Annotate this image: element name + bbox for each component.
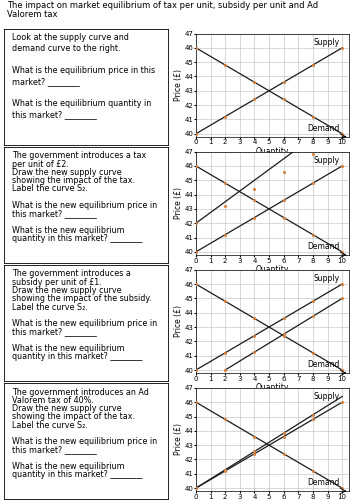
Text: What is the new equilibrium price in: What is the new equilibrium price in [12,437,157,446]
Text: Demand: Demand [307,124,339,133]
Text: Label the curve S₂.: Label the curve S₂. [12,420,88,430]
X-axis label: Quantity: Quantity [256,147,289,156]
Text: What is the equilibrium price in this: What is the equilibrium price in this [12,66,155,76]
Text: Supply: Supply [313,274,339,283]
Text: Supply: Supply [313,38,339,46]
Text: this market? ________: this market? ________ [12,110,96,120]
Text: showing the impact of the subsidy.: showing the impact of the subsidy. [12,294,151,303]
Text: quantity in this market? ________: quantity in this market? ________ [12,352,142,361]
Text: this market? ________: this market? ________ [12,209,96,218]
Text: Valorem tax: Valorem tax [7,10,58,19]
X-axis label: Quantity: Quantity [256,265,289,274]
Text: What is the new equilibrium price in: What is the new equilibrium price in [12,201,157,210]
Text: What is the new equilibrium price in: What is the new equilibrium price in [12,319,157,328]
Text: Demand: Demand [307,478,339,488]
Text: What is the new equilibrium: What is the new equilibrium [12,344,124,353]
Text: Label the curve S₂.: Label the curve S₂. [12,302,88,312]
Text: What is the new equilibrium: What is the new equilibrium [12,462,124,471]
Text: showing the impact of the tax.: showing the impact of the tax. [12,412,135,422]
Text: The government introduces an Ad: The government introduces an Ad [12,388,149,396]
Text: Demand: Demand [307,242,339,251]
Text: The impact on market equilibrium of tax per unit, subsidy per unit and Ad: The impact on market equilibrium of tax … [7,2,318,11]
Text: demand curve to the right.: demand curve to the right. [12,44,120,53]
Y-axis label: Price (£): Price (£) [174,306,183,338]
Y-axis label: Price (£): Price (£) [174,187,183,219]
Text: Look at the supply curve and: Look at the supply curve and [12,33,128,42]
Text: subsidy per unit of £1.: subsidy per unit of £1. [12,278,101,286]
Text: market? ________: market? ________ [12,78,79,86]
Text: The government introduces a tax: The government introduces a tax [12,152,146,160]
Text: Valorem tax of 40%.: Valorem tax of 40%. [12,396,94,405]
X-axis label: Quantity: Quantity [256,383,289,392]
Text: this market? ________: this market? ________ [12,328,96,336]
Text: Supply: Supply [313,392,339,401]
Text: What is the equilibrium quantity in: What is the equilibrium quantity in [12,100,151,108]
Y-axis label: Price (£): Price (£) [174,424,183,456]
Text: The government introduces a: The government introduces a [12,270,131,278]
Text: What is the new equilibrium: What is the new equilibrium [12,226,124,235]
Y-axis label: Price (£): Price (£) [174,69,183,101]
Text: Draw the new supply curve: Draw the new supply curve [12,404,121,413]
Text: Draw the new supply curve: Draw the new supply curve [12,168,121,177]
Text: showing the impact of the tax.: showing the impact of the tax. [12,176,135,185]
Text: quantity in this market? ________: quantity in this market? ________ [12,470,142,480]
Text: this market? ________: this market? ________ [12,446,96,454]
Text: Supply: Supply [313,156,339,165]
Text: Label the curve S₂.: Label the curve S₂. [12,184,88,194]
Text: quantity in this market? ________: quantity in this market? ________ [12,234,142,243]
Text: Draw the new supply curve: Draw the new supply curve [12,286,121,295]
Text: per unit of £2.: per unit of £2. [12,160,68,168]
Text: Demand: Demand [307,360,339,370]
